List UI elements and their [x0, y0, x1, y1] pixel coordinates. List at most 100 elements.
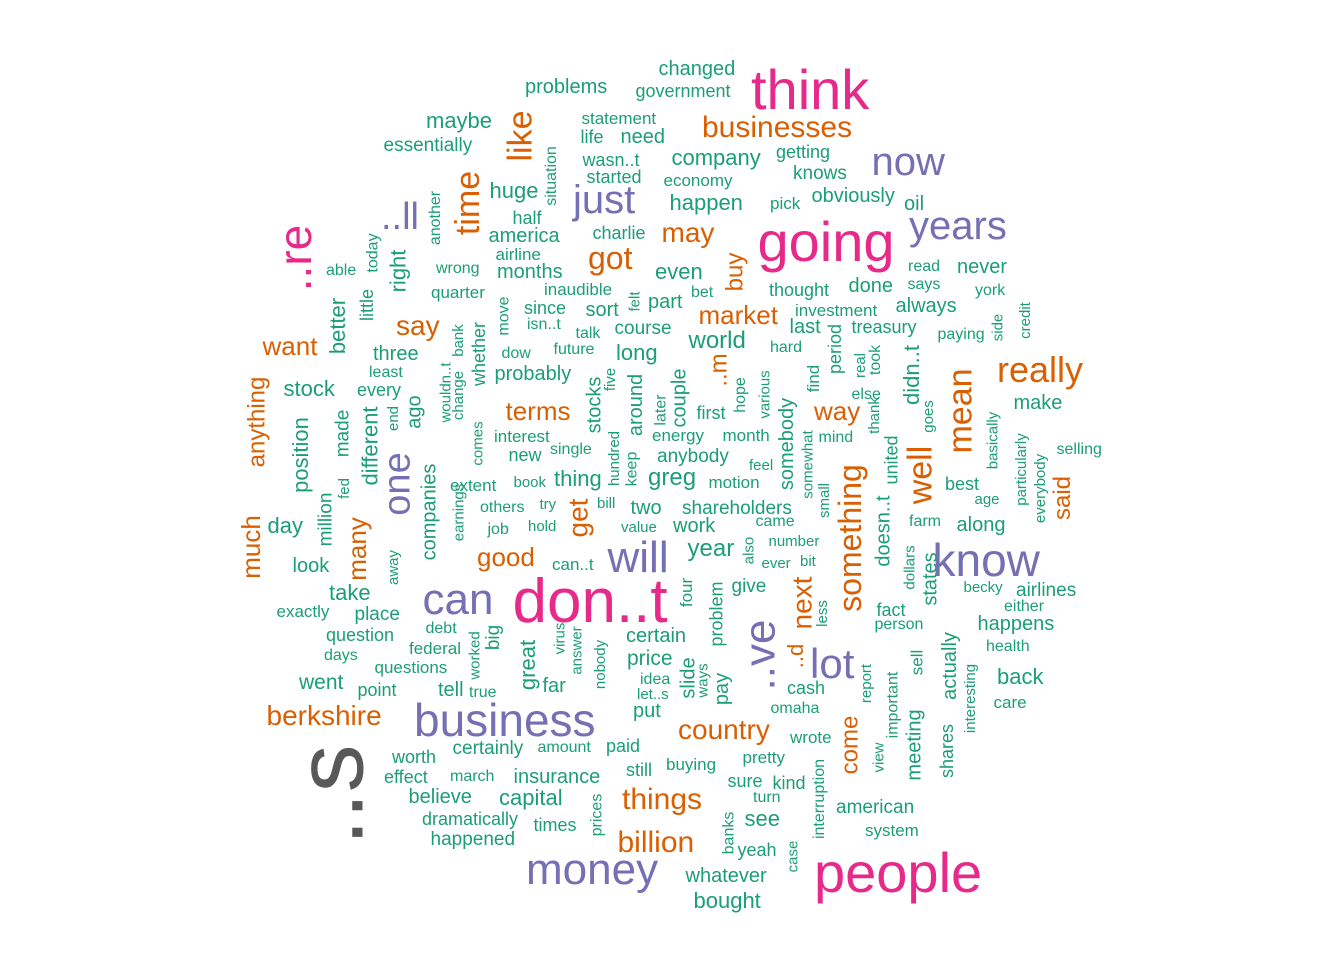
word-economy: economy [663, 170, 733, 190]
word-times: times [533, 815, 577, 835]
word-insurance: insurance [513, 766, 601, 788]
word-felt: felt [626, 290, 644, 312]
word-american: american [836, 796, 915, 818]
word-shareholders: shareholders [682, 497, 792, 519]
word-life: life [580, 127, 604, 147]
word-away: away [384, 549, 402, 585]
word-thought: thought [769, 280, 830, 300]
word-comes: comes [469, 420, 487, 466]
word-things: things [622, 783, 703, 816]
word-quarter: quarter [431, 282, 485, 302]
word-banks: banks [719, 811, 737, 855]
word-since: since [524, 298, 567, 318]
word-maybe: maybe [426, 108, 493, 133]
word-bill: bill [597, 494, 616, 512]
word-changed: changed [658, 58, 736, 80]
word-least: least [369, 364, 403, 381]
word-job: job [487, 521, 509, 538]
word-came: came [755, 513, 795, 530]
word-place: place [354, 603, 400, 625]
word-yeah: yeah [737, 840, 777, 860]
word-part: part [648, 291, 683, 313]
word-like: like [501, 110, 540, 162]
word-pay: pay [711, 672, 734, 706]
word-also: also [740, 536, 758, 564]
word-believe: believe [408, 786, 472, 808]
word-extent: extent [450, 475, 497, 495]
word-others: others [480, 499, 525, 516]
word-people: people [814, 841, 983, 904]
word-well: well [900, 445, 939, 505]
word-read: read [908, 258, 941, 275]
word-either: either [1004, 598, 1045, 615]
word-long: long [616, 340, 658, 365]
word-ll: ..ll [381, 196, 419, 238]
word-buy: buy [720, 252, 748, 292]
word-effect: effect [384, 767, 428, 787]
word-interest: interest [494, 426, 550, 446]
word-look: look [292, 555, 330, 577]
word-bank: bank [449, 323, 467, 357]
word-work: work [673, 515, 716, 537]
word-fed: fed [335, 477, 353, 499]
word-goes: goes [919, 399, 937, 433]
word-three: three [373, 343, 419, 365]
word-debt: debt [425, 620, 457, 637]
word-wrote: wrote [790, 727, 832, 747]
word-paying: paying [937, 326, 985, 343]
word-next: next [785, 576, 817, 630]
word-around: around [625, 373, 648, 437]
word-last: last [789, 316, 821, 338]
word-hope: hope [731, 377, 749, 413]
word-can-t: can..t [552, 554, 594, 574]
word-paid: paid [606, 736, 641, 756]
word-anything: anything [242, 376, 270, 468]
word-market: market [698, 300, 778, 330]
word-month: month [722, 425, 770, 445]
word-person: person [874, 616, 924, 633]
word-stock: stock [283, 376, 335, 401]
word-mean: mean [941, 368, 980, 454]
word-put: put [633, 700, 661, 722]
word-credit: credit [1016, 301, 1034, 339]
word-isn-t: isn..t [527, 316, 561, 333]
word-dow: dow [501, 345, 531, 362]
word-position: position [287, 417, 313, 493]
word-just: just [573, 178, 636, 222]
word-situation: situation [542, 146, 560, 206]
word-probably: probably [494, 363, 572, 385]
word-half: half [512, 208, 542, 228]
word-going: going [757, 210, 895, 273]
word-time: time [449, 170, 488, 236]
word-companies: companies [417, 463, 440, 561]
word-months: months [497, 261, 563, 283]
word-far: far [542, 675, 566, 697]
word-fact: fact [876, 600, 906, 620]
word-exactly: exactly [276, 601, 330, 621]
word-ever: ever [761, 554, 791, 572]
word-year: year [687, 535, 735, 562]
word-treasury: treasury [851, 317, 917, 337]
word-get: get [561, 498, 593, 538]
word-amount: amount [537, 739, 591, 756]
word-hold: hold [528, 517, 557, 535]
word-view: view [870, 741, 888, 773]
word-anybody: anybody [657, 445, 729, 467]
word-made: made [332, 409, 354, 457]
word-give: give [731, 575, 767, 597]
word-questions: questions [374, 657, 448, 677]
word-getting: getting [776, 142, 831, 162]
word-know: know [932, 534, 1040, 586]
word-company: company [671, 145, 761, 170]
word-nobody: nobody [591, 639, 609, 689]
word-certain: certain [626, 625, 687, 647]
word-m: ..m [705, 353, 733, 387]
word-day: day [267, 513, 303, 538]
word-knows: knows [793, 162, 847, 184]
word-now: now [871, 140, 945, 184]
word-greg: greg [648, 464, 697, 491]
word-ways: ways [694, 662, 712, 698]
word-happened: happened [430, 828, 516, 850]
word-happen: happen [669, 190, 743, 215]
